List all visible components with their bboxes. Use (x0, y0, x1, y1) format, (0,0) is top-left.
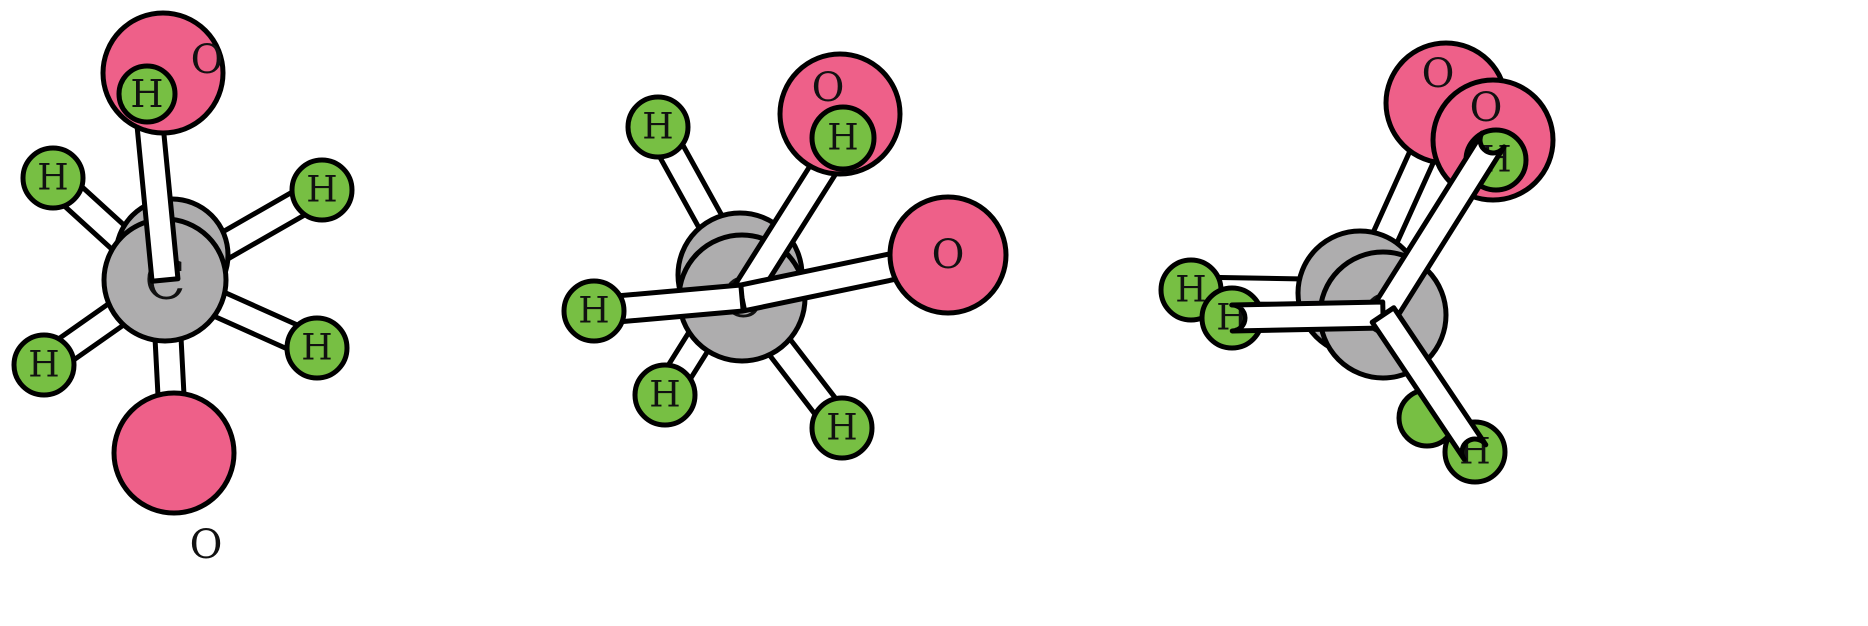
hydrogen-sphere (625, 94, 691, 160)
molecule-model-2: CHOHOHHH (561, 51, 1009, 461)
hydrogen-sphere (20, 145, 86, 211)
oxygen-label: O (190, 522, 223, 568)
hydrogen-atom: H (284, 315, 350, 381)
hydrogen-label: H (642, 107, 673, 148)
hydrogen-atom: H (809, 104, 877, 172)
hydrogen-label: H (301, 328, 332, 369)
oxygen-label: O (1470, 85, 1503, 131)
hydrogen-atom: H (809, 395, 875, 461)
hydrogen-label: H (827, 118, 858, 159)
hydrogen-sphere (809, 104, 877, 172)
oxygen-sphere (887, 194, 1009, 316)
hydrogen-atom: H (11, 332, 77, 398)
hydrogen-label: H (28, 345, 59, 386)
hydrogen-atom: H (632, 362, 698, 428)
molecule-model-3: OOHHHHC (1158, 40, 1556, 485)
bond (1369, 305, 1489, 462)
oxygen-label: O (812, 65, 845, 111)
hydrogen-sphere (809, 395, 875, 461)
hydrogen-sphere (11, 332, 77, 398)
bond (1369, 130, 1507, 325)
hydrogen-sphere (561, 278, 627, 344)
hydrogen-atom: H (625, 94, 691, 160)
oxygen-label: O (932, 232, 965, 278)
hydrogen-label: H (649, 375, 680, 416)
hydrogen-atom: H (20, 145, 86, 211)
hydrogen-atom: H (289, 157, 355, 223)
hydrogen-label: H (826, 408, 857, 449)
hydrogen-label: H (578, 291, 609, 332)
hydrogen-label: H (1175, 270, 1206, 311)
oxygen-atom: O (111, 390, 237, 568)
hydrogen-sphere (284, 315, 350, 381)
oxygen-atom: O (887, 194, 1009, 316)
oxygen-label: O (191, 37, 224, 83)
hydrogen-label: H (37, 158, 68, 199)
hydrogen-atom: H (561, 278, 627, 344)
bond (1229, 299, 1386, 334)
hydrogen-label: H (306, 170, 337, 211)
hydrogen-atom: H (116, 63, 178, 125)
oxygen-label: O (1422, 51, 1455, 97)
molecule-model-1: COHHHHHO (11, 10, 355, 568)
hydrogen-sphere (289, 157, 355, 223)
hydrogen-sphere (632, 362, 698, 428)
hydrogen-sphere (116, 63, 178, 125)
hydrogen-label: H (130, 72, 163, 116)
oxygen-sphere (111, 390, 237, 516)
